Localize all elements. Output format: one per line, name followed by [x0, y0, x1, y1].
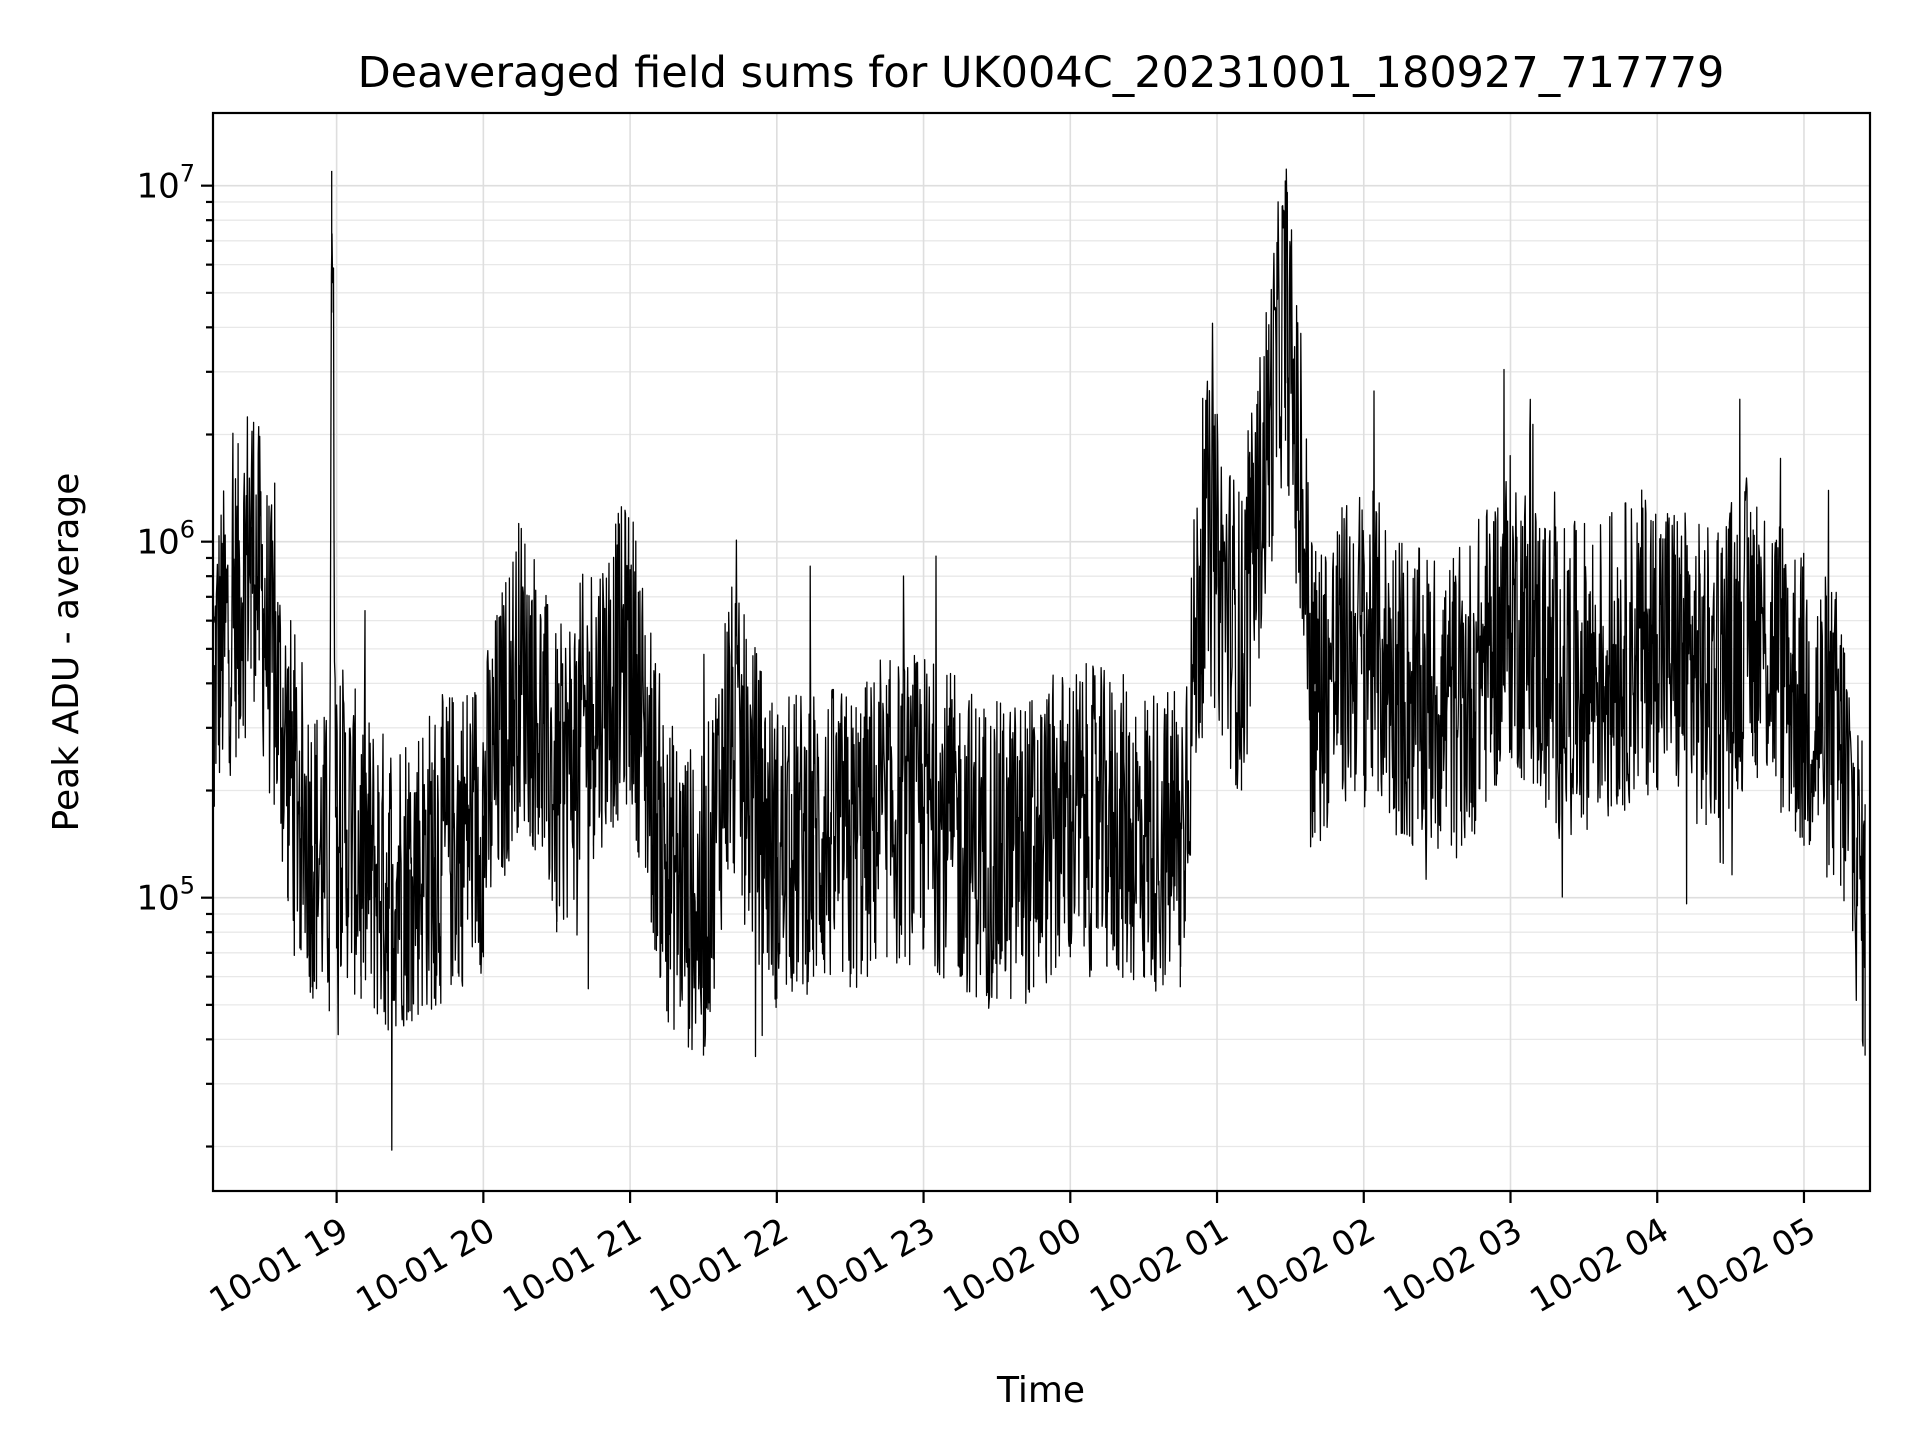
y-axis-label: Peak ADU - average — [46, 473, 87, 832]
y-tick-label: 105 — [136, 872, 195, 919]
x-tick-label: 10-02 05 — [1670, 1210, 1822, 1321]
x-tick-label: 10-01 21 — [496, 1210, 648, 1321]
x-tick-label: 10-02 04 — [1523, 1210, 1675, 1321]
x-tick-label: 10-02 01 — [1083, 1210, 1235, 1321]
y-tick-label: 106 — [136, 516, 195, 563]
chart-title: Deaveraged field sums for UK004C_2023100… — [358, 48, 1725, 98]
series-line — [213, 168, 1866, 1151]
x-axis-label: Time — [996, 1370, 1085, 1411]
x-tick-label: 10-01 20 — [349, 1210, 501, 1321]
x-tick-label: 10-01 22 — [643, 1210, 795, 1321]
x-tick-label: 10-01 19 — [203, 1210, 355, 1321]
plot-frame — [211, 111, 1872, 1193]
x-tick-label: 10-02 00 — [936, 1210, 1088, 1321]
series-layer — [213, 168, 1866, 1151]
x-tick-label: 10-02 02 — [1230, 1210, 1382, 1321]
y-tick-label: 107 — [136, 160, 195, 207]
x-tick-label: 10-02 03 — [1377, 1210, 1529, 1321]
x-tick-label: 10-01 23 — [790, 1210, 942, 1321]
